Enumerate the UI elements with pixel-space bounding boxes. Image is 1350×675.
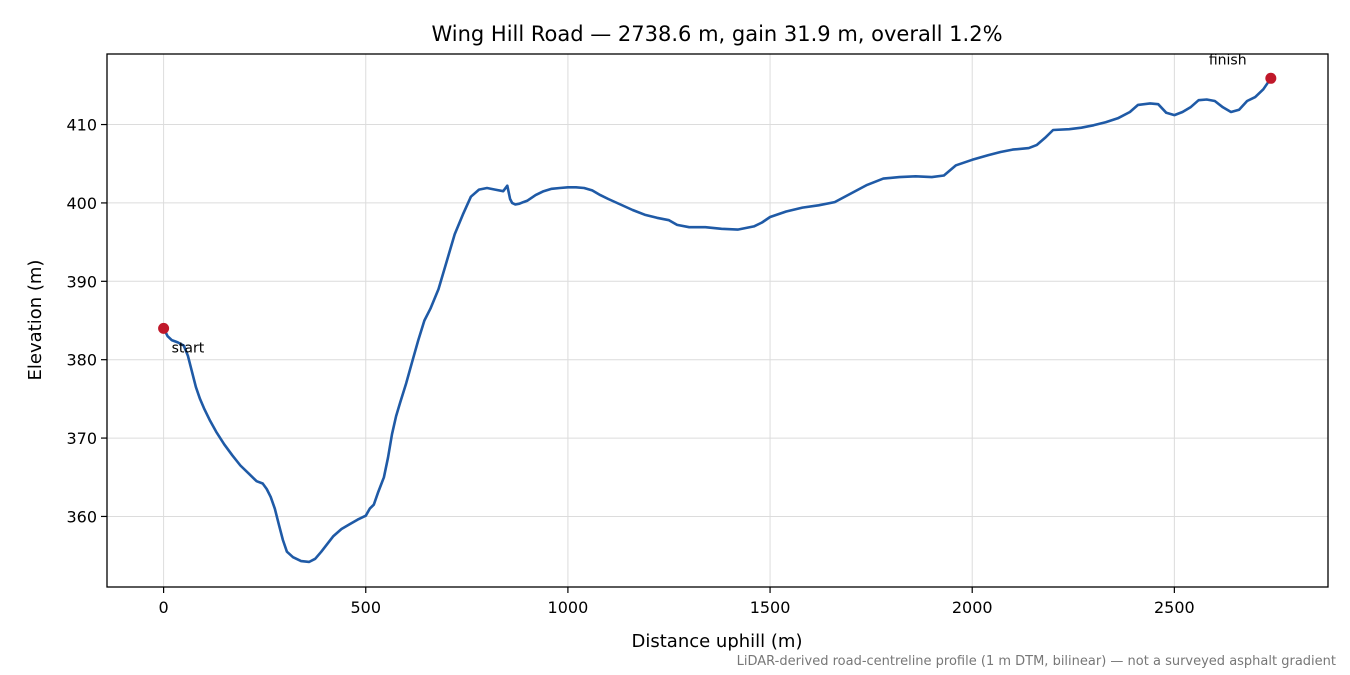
y-tick-label: 400 <box>66 194 97 213</box>
y-tick-label: 380 <box>66 351 97 370</box>
plot-frame <box>106 53 1329 588</box>
x-tick-label: 0 <box>159 598 169 617</box>
elevation-series-line <box>162 77 1273 564</box>
plot-area <box>162 77 1273 564</box>
y-axis-title: Elevation (m) <box>25 260 46 381</box>
y-tick-label: 360 <box>66 507 97 526</box>
annotations: start finish <box>158 52 1277 356</box>
y-tick-label: 390 <box>66 272 97 291</box>
footnote: LiDAR-derived road-centreline profile (1… <box>737 654 1336 669</box>
finish-label: finish <box>1209 52 1247 68</box>
y-tick-label: 370 <box>66 429 97 448</box>
x-tick-label: 2500 <box>1154 598 1195 617</box>
x-tick-label: 1500 <box>750 598 791 617</box>
y-tick-label: 410 <box>66 116 97 135</box>
finish-marker <box>1265 72 1277 84</box>
x-axis-title: Distance uphill (m) <box>632 631 803 652</box>
grid-lines <box>107 54 1328 587</box>
x-tick-label: 1000 <box>548 598 589 617</box>
y-axis: 360 370 380 390 400 410 <box>66 116 107 526</box>
x-tick-label: 2000 <box>952 598 993 617</box>
chart-title: Wing Hill Road — 2738.6 m, gain 31.9 m, … <box>431 22 1002 46</box>
start-label: start <box>172 340 205 356</box>
x-axis: 0 500 1000 1500 2000 2500 <box>159 587 1195 617</box>
start-marker <box>158 322 170 334</box>
x-tick-label: 500 <box>350 598 381 617</box>
